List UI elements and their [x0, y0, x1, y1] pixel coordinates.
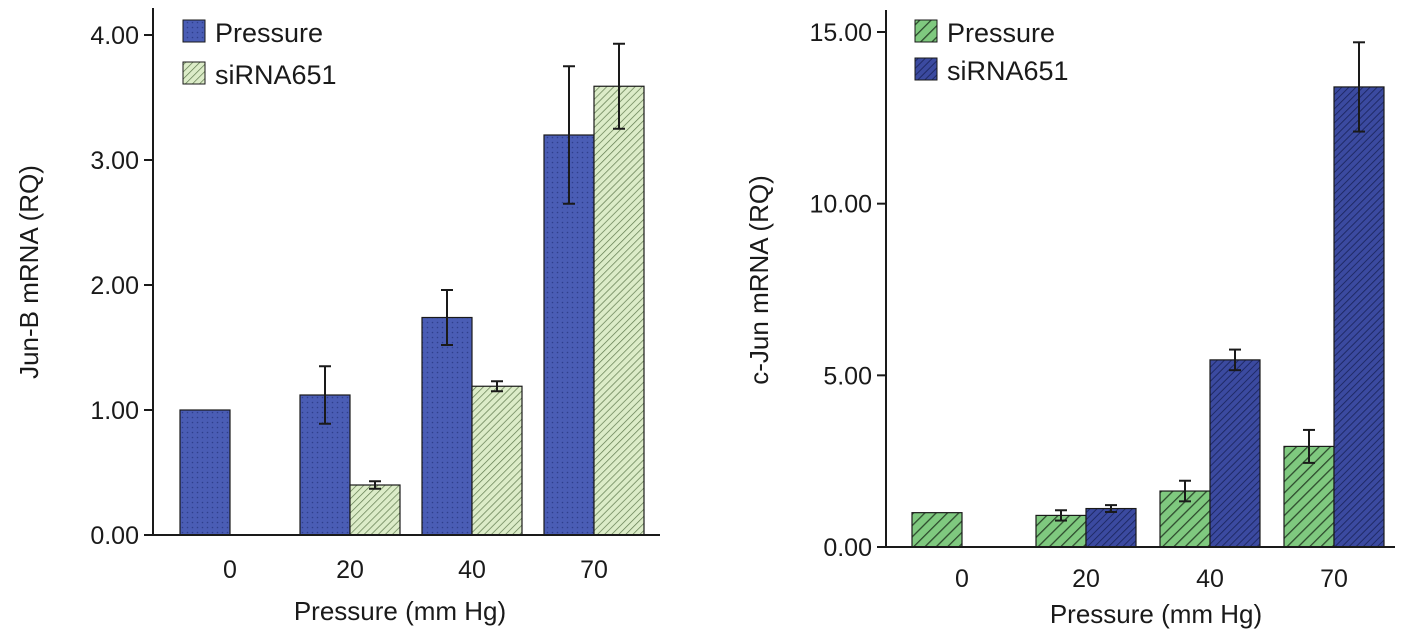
- junb-error-bar-sirna651: [491, 380, 503, 393]
- junb-y-tick-label: 4.00: [90, 22, 139, 50]
- junb-legend-swatch-pressure: [182, 19, 206, 43]
- junb-y-tick-label: 3.00: [90, 147, 139, 175]
- cjun-legend-label-sirna651: siRNA651: [947, 56, 1069, 86]
- cjun-error-bar-pressure: [1055, 509, 1067, 522]
- cjun-x-tick-label: 20: [1072, 565, 1100, 593]
- cjun-y-tick-label: 5.00: [823, 362, 872, 390]
- cjun-x-tick-label: 70: [1320, 565, 1348, 593]
- junb-error-bar-sirna651: [613, 42, 625, 130]
- junb-y-tick-label: 2.00: [90, 272, 139, 300]
- junb-chart: 0.00 1.00 2.00 3.00 4.00 0 20 40 70 Pressure (m…: [14, 8, 660, 626]
- cjun-y-tick-label: 15.00: [809, 19, 872, 47]
- cjun-y-axis-title: c-Jun mRNA (RQ): [744, 175, 774, 384]
- junb-legend-label-pressure: Pressure: [215, 18, 323, 48]
- cjun-legend-swatch-sirna651: [914, 57, 938, 81]
- junb-legend-label-sirna651: siRNA651: [215, 60, 337, 90]
- cjun-chart: 0.00 5.00 10.00 15.00 0 20 40 70 Pressure (mm …: [744, 10, 1395, 629]
- junb-y-axis-title: Jun-B mRNA (RQ): [14, 165, 44, 379]
- cjun-x-tick-label: 40: [1196, 565, 1224, 593]
- junb-y-ticks: 0.00 1.00 2.00 3.00 4.00: [90, 22, 153, 550]
- junb-bar-sirna651: [593, 85, 645, 536]
- junb-bars: [179, 85, 645, 536]
- cjun-bars: [911, 86, 1385, 548]
- junb-error-bar-pressure: [319, 365, 331, 425]
- cjun-legend-label-pressure: Pressure: [947, 18, 1055, 48]
- junb-bar-sirna651: [349, 484, 401, 536]
- junb-bar-pressure: [179, 409, 231, 536]
- cjun-x-axis-title: Pressure (mm Hg): [1050, 599, 1262, 629]
- junb-y-tick-label: 1.00: [90, 397, 139, 425]
- cjun-error-bar-sirna651: [1353, 41, 1365, 133]
- cjun-bar-sirna651: [1209, 359, 1261, 548]
- cjun-error-bar-pressure: [1179, 479, 1191, 503]
- cjun-x-tick-label: 0: [955, 565, 969, 593]
- cjun-error-bars: [1055, 41, 1365, 522]
- junb-error-bar-pressure: [441, 289, 453, 346]
- junb-x-tick-label: 20: [336, 556, 364, 584]
- junb-x-axis-title: Pressure (mm Hg): [294, 596, 506, 626]
- cjun-bar-sirna651: [1333, 86, 1385, 548]
- junb-x-tick-label: 70: [580, 556, 608, 584]
- junb-x-tick-label: 40: [458, 556, 486, 584]
- cjun-y-tick-label: 0.00: [823, 534, 872, 562]
- junb-bar-sirna651: [471, 385, 523, 536]
- junb-legend-swatch-sirna651: [182, 61, 206, 85]
- junb-x-ticks: 0 20 40 70: [223, 556, 608, 584]
- cjun-error-bar-sirna651: [1105, 504, 1117, 513]
- junb-legend: Pressure siRNA651: [182, 18, 337, 90]
- cjun-y-tick-label: 10.00: [809, 191, 872, 219]
- junb-x-tick-label: 0: [223, 556, 237, 584]
- cjun-bar-sirna651: [1085, 507, 1137, 548]
- junb-bar-pressure: [421, 316, 473, 536]
- junb-error-bar-sirna651: [369, 480, 381, 490]
- cjun-bar-pressure: [911, 512, 963, 548]
- cjun-x-ticks: 0 20 40 70: [955, 565, 1348, 593]
- junb-y-tick-label: 0.00: [90, 522, 139, 550]
- junb-error-bar-pressure: [563, 65, 575, 205]
- cjun-legend-swatch-pressure: [914, 19, 938, 43]
- cjun-error-bar-sirna651: [1229, 348, 1241, 372]
- cjun-legend: Pressure siRNA651: [914, 18, 1069, 86]
- cjun-error-bar-pressure: [1303, 428, 1315, 464]
- cjun-y-ticks: 0.00 5.00 10.00 15.00: [809, 19, 886, 562]
- junb-error-bars: [319, 42, 625, 490]
